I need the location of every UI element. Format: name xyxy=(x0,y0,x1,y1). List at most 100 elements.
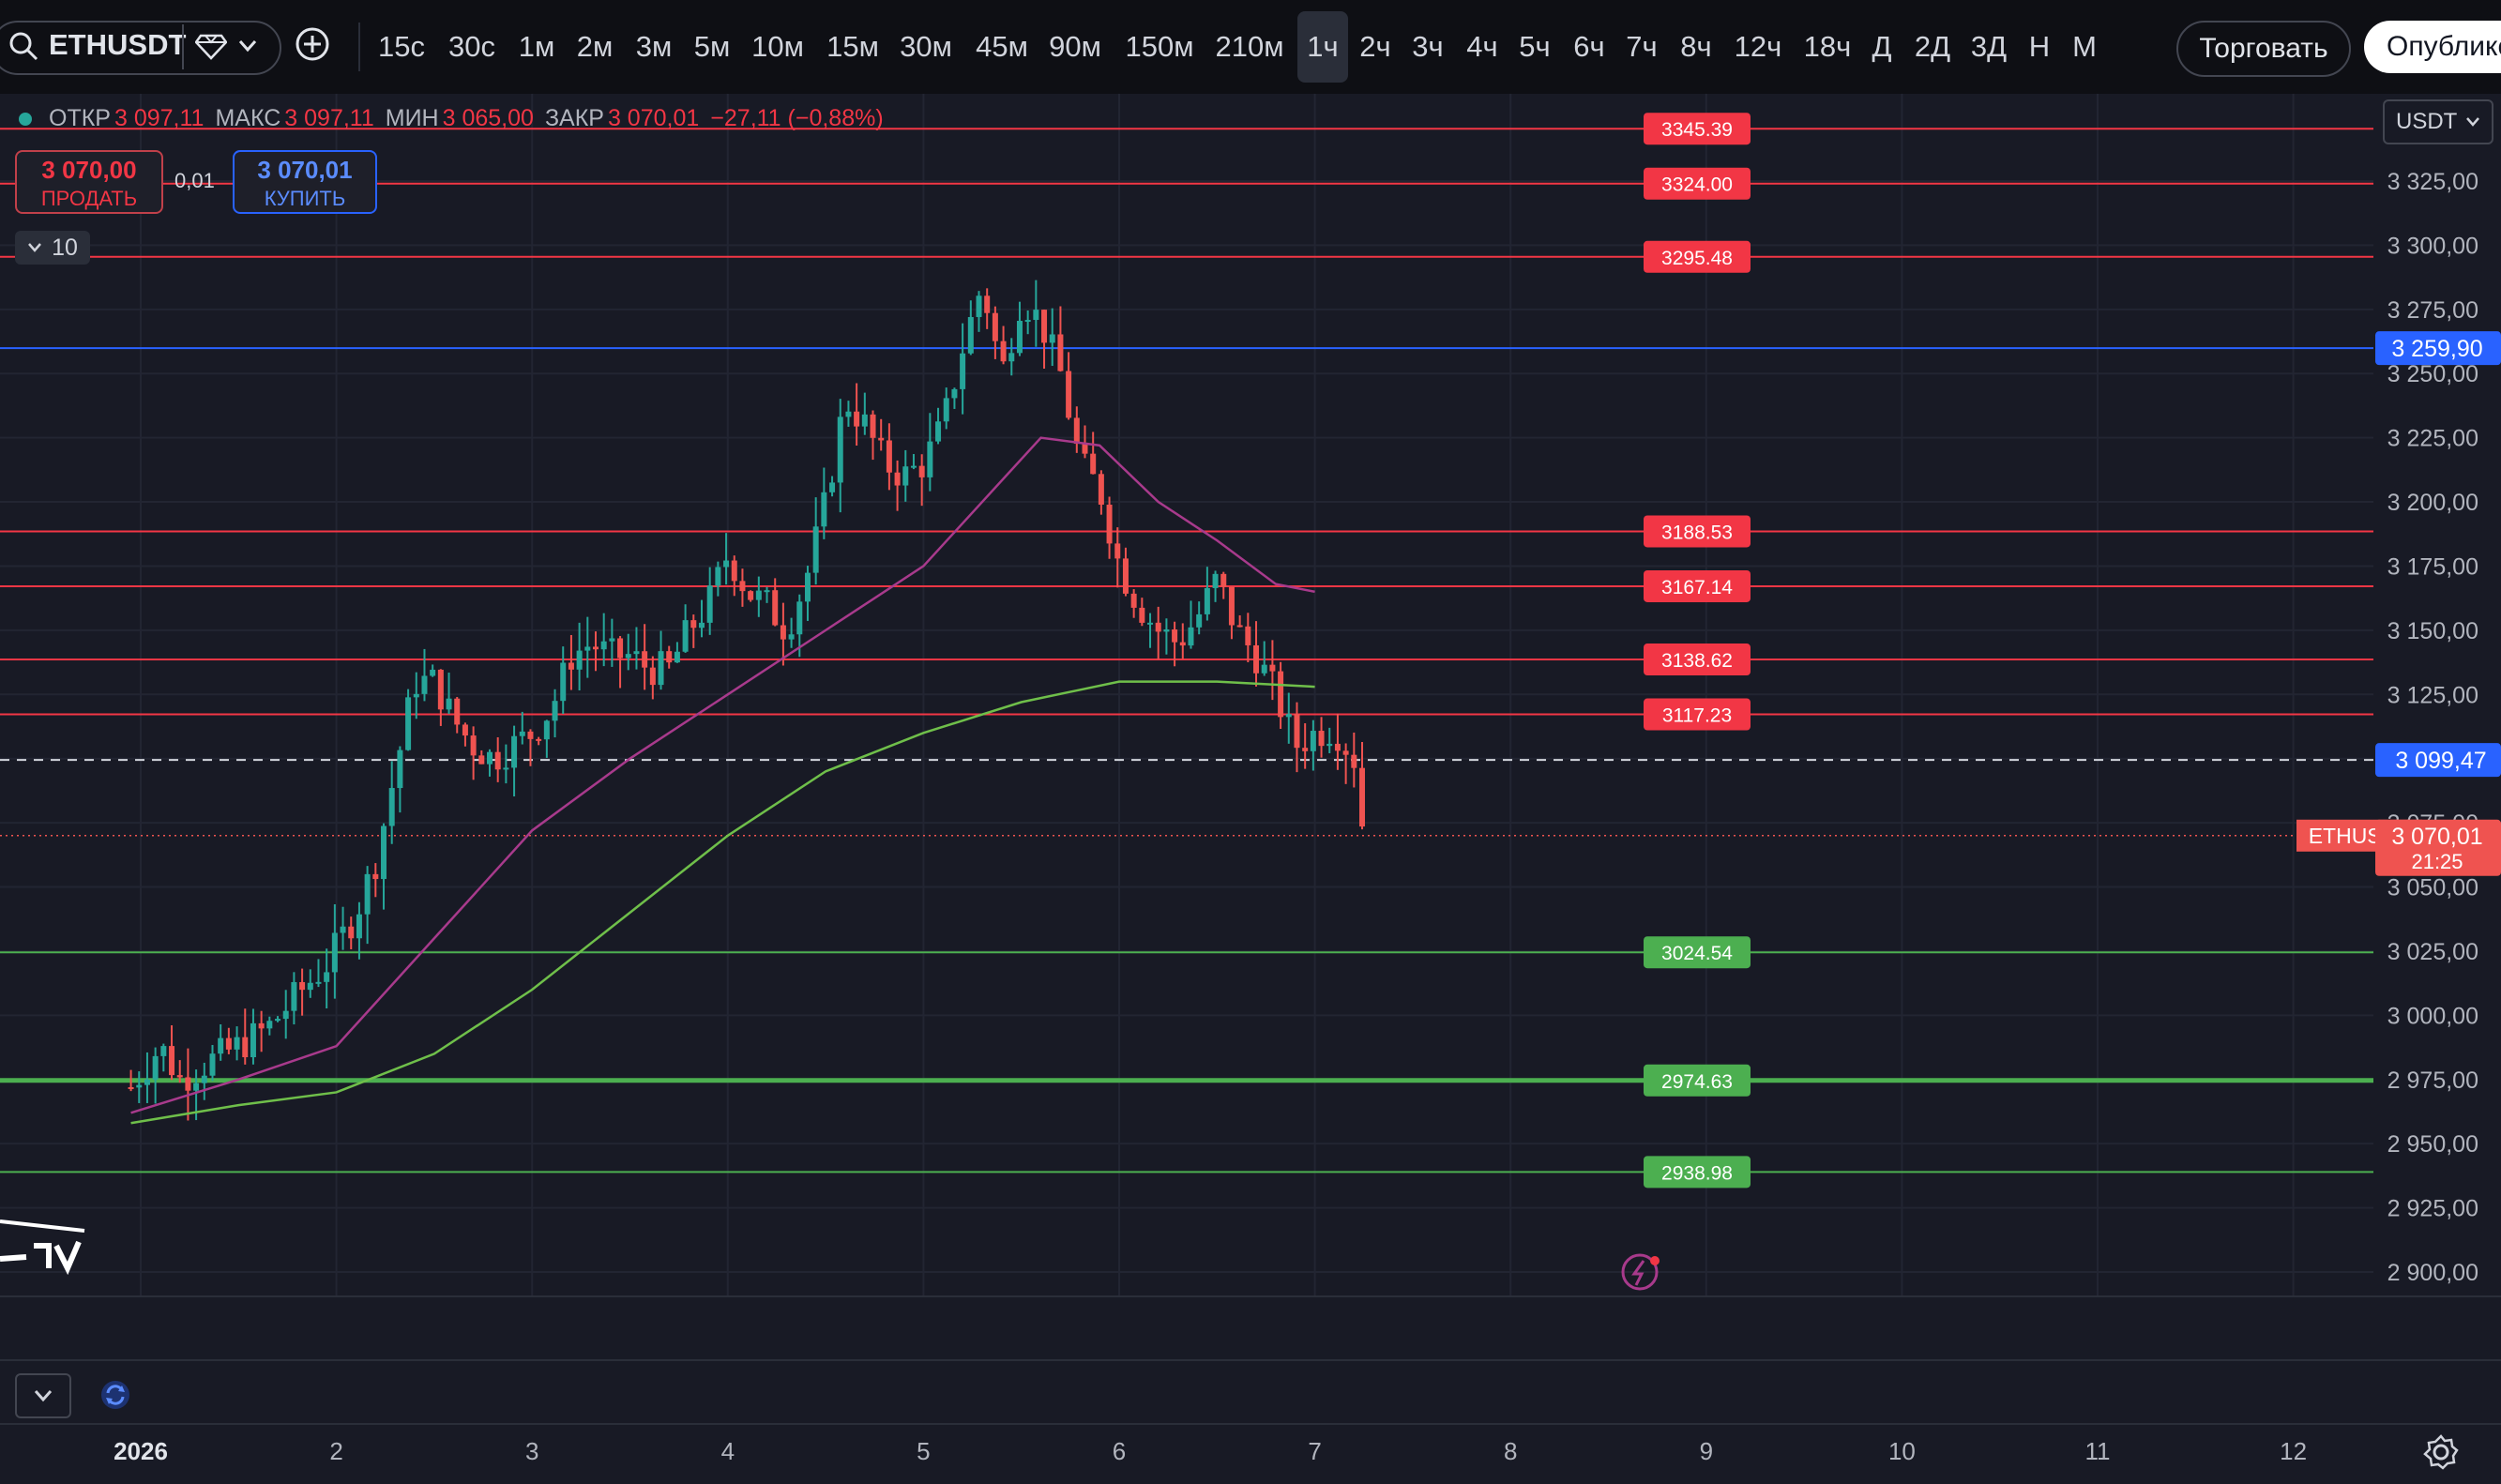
candle-body xyxy=(454,698,461,725)
price-axis[interactable]: 3 325,00 3 300,00 3 275,00 3 250,00 3 225,00… xyxy=(2373,94,2501,1296)
candle-body xyxy=(356,914,362,939)
candle-body xyxy=(176,1075,183,1078)
candle-body xyxy=(437,669,444,710)
candle-body xyxy=(1228,586,1235,626)
interval-3ч[interactable]: 3ч xyxy=(1412,30,1444,63)
candle-body xyxy=(225,1037,232,1050)
add-symbol-button[interactable] xyxy=(295,26,330,62)
interval-8ч[interactable]: 8ч xyxy=(1680,30,1712,63)
interval-10м[interactable]: 10м xyxy=(751,30,804,63)
time-axis[interactable]: 2026 2 3 4 5 6 7 8 9 10 11 12 xyxy=(114,1437,2307,1465)
indicators-collapse-toggle[interactable]: 10 xyxy=(15,231,90,265)
symbol-label[interactable]: ETHUSDT xyxy=(49,28,187,61)
bottom-panel-toggle[interactable] xyxy=(15,1373,71,1418)
publish-button[interactable]: Опублико xyxy=(2364,21,2501,73)
candle-body xyxy=(951,388,958,399)
interval-30с[interactable]: 30с xyxy=(448,30,495,63)
interval-1ч[interactable]: 1ч xyxy=(1297,11,1348,83)
candle-body xyxy=(364,873,371,915)
time-tick-label: 8 xyxy=(1504,1437,1517,1465)
candle-body xyxy=(1073,417,1080,445)
candle-body xyxy=(462,724,468,736)
candle-body xyxy=(487,751,493,765)
countdown-label: 21:25 xyxy=(2411,850,2463,873)
interval-2м[interactable]: 2м xyxy=(576,30,614,63)
interval-12ч[interactable]: 12ч xyxy=(1734,30,1782,63)
candle-body xyxy=(894,472,901,486)
interval-15с[interactable]: 15с xyxy=(378,30,425,63)
candle-body xyxy=(258,1022,265,1029)
gear-icon[interactable] xyxy=(2422,1433,2460,1471)
tradingview-logo[interactable] xyxy=(0,1219,85,1276)
interval-18ч[interactable]: 18ч xyxy=(1803,30,1852,63)
candle-body xyxy=(935,421,942,442)
trade-button[interactable]: Торговать xyxy=(2176,21,2351,77)
price-tick-label: 3 025,00 xyxy=(2387,939,2478,965)
chevron-down-icon xyxy=(34,1390,53,1402)
time-tick-label: 7 xyxy=(1308,1437,1321,1465)
candle-body xyxy=(169,1046,175,1076)
candle-body xyxy=(201,1075,207,1083)
price-tick-label: 3 275,00 xyxy=(2387,297,2478,324)
currency-select[interactable]: USDT xyxy=(2383,99,2493,144)
interval-15м[interactable]: 15м xyxy=(826,30,879,63)
candle-body xyxy=(1082,444,1088,454)
candle-body xyxy=(910,465,917,468)
candle-body xyxy=(128,1086,134,1089)
candle-body xyxy=(242,1037,249,1058)
time-tick-label: 6 xyxy=(1113,1437,1126,1465)
candle-body xyxy=(682,620,689,652)
candle-body xyxy=(1172,628,1178,643)
interval-30м[interactable]: 30м xyxy=(900,30,952,63)
interval-2ч[interactable]: 2ч xyxy=(1359,30,1391,63)
candle-body xyxy=(706,585,713,623)
candle-body xyxy=(1359,767,1366,827)
candle-body xyxy=(1066,371,1072,418)
buy-button[interactable]: 3 070,01 КУПИТЬ xyxy=(233,150,377,214)
candle-body xyxy=(560,662,567,702)
candle-body xyxy=(617,638,624,659)
price-tick-label: 3 250,00 xyxy=(2387,361,2478,387)
interval-Д[interactable]: Д xyxy=(1872,30,1892,63)
candle-body xyxy=(552,701,558,721)
low-value: 3 065,00 xyxy=(442,105,534,131)
interval-3м[interactable]: 3м xyxy=(635,30,673,63)
interval-150м[interactable]: 150м xyxy=(1125,30,1194,63)
sell-button[interactable]: 3 070,00 ПРОДАТЬ xyxy=(15,150,163,214)
chevron-down-icon[interactable] xyxy=(238,39,257,53)
candle-body xyxy=(299,981,306,991)
interval-2Д[interactable]: 2Д xyxy=(1914,30,1951,63)
candle-body xyxy=(927,441,933,477)
candle-body xyxy=(812,526,819,573)
symbol-search-box[interactable] xyxy=(0,21,281,75)
interval-5ч[interactable]: 5ч xyxy=(1519,30,1551,63)
candle-body xyxy=(209,1053,216,1076)
search-icon[interactable] xyxy=(8,30,39,62)
price-chart[interactable]: 3 325,00 3 300,00 3 275,00 3 250,00 3 225,00… xyxy=(0,94,2501,1484)
interval-М[interactable]: М xyxy=(2072,30,2097,63)
candle-body xyxy=(275,1019,281,1022)
interval-Н[interactable]: Н xyxy=(2028,30,2051,63)
candle-body xyxy=(674,651,680,663)
interval-6ч[interactable]: 6ч xyxy=(1573,30,1605,63)
interval-1м[interactable]: 1м xyxy=(518,30,555,63)
lightning-icon[interactable] xyxy=(1621,1253,1660,1291)
interval-4ч[interactable]: 4ч xyxy=(1466,30,1498,63)
price-tick-label: 3 050,00 xyxy=(2387,875,2478,901)
refresh-icon[interactable] xyxy=(99,1379,131,1411)
candle-body xyxy=(861,414,868,427)
candle-body xyxy=(324,972,330,982)
candle-body xyxy=(886,440,892,473)
interval-90м[interactable]: 90м xyxy=(1049,30,1101,63)
candle-body xyxy=(1090,453,1097,475)
candle-body xyxy=(421,675,428,694)
candle-body xyxy=(748,591,754,600)
level-tag-label: 3188.53 xyxy=(1661,522,1733,543)
interval-210м[interactable]: 210м xyxy=(1215,30,1284,63)
level-tag xyxy=(1644,1064,1751,1097)
interval-7ч[interactable]: 7ч xyxy=(1626,30,1658,63)
interval-3Д[interactable]: 3Д xyxy=(1970,30,2008,63)
interval-45м[interactable]: 45м xyxy=(976,30,1028,63)
diamond-icon[interactable] xyxy=(195,32,227,60)
interval-5м[interactable]: 5м xyxy=(693,30,731,63)
